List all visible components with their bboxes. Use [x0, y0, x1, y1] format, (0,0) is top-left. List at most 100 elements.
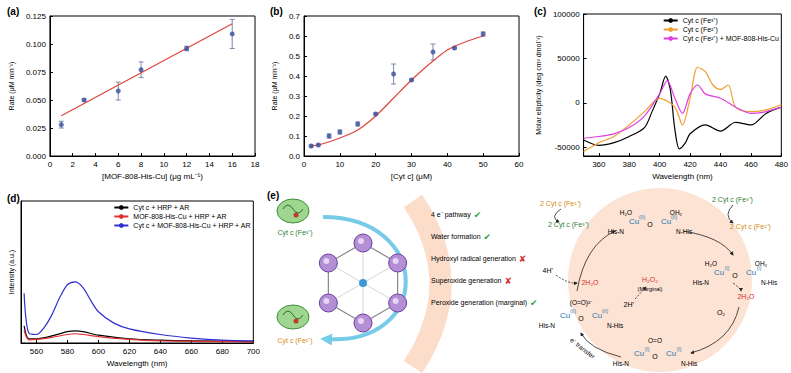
svg-text:20: 20	[371, 160, 380, 169]
svg-text:Cu: Cu	[666, 349, 676, 358]
svg-text:16: 16	[228, 160, 237, 169]
svg-text:700: 700	[247, 347, 261, 356]
svg-text:560: 560	[30, 347, 44, 356]
svg-text:Wavelength (nm): Wavelength (nm)	[107, 359, 168, 368]
svg-text:Wavelength (nm): Wavelength (nm)	[652, 172, 713, 181]
svg-text:460: 460	[744, 160, 758, 169]
svg-text:50: 50	[479, 160, 488, 169]
svg-text:12: 12	[182, 160, 191, 169]
svg-text:0: 0	[302, 160, 307, 169]
svg-text:0.100: 0.100	[26, 40, 47, 49]
svg-text:(I): (I)	[645, 346, 650, 352]
svg-text:2 Cyt c (Fe²⁺): 2 Cyt c (Fe²⁺)	[540, 200, 581, 208]
svg-text:✔: ✔	[484, 232, 492, 242]
svg-text:His-N: His-N	[613, 360, 630, 367]
svg-text:Cyt c (Fe²⁺): Cyt c (Fe²⁺)	[277, 337, 312, 345]
svg-text:Cu: Cu	[746, 268, 756, 277]
svg-text:0.000: 0.000	[26, 152, 47, 161]
svg-text:[Cyt c] (μM): [Cyt c] (μM)	[391, 172, 433, 181]
svg-text:[MOF-808-His-Cu] (μg mL⁻¹): [MOF-808-His-Cu] (μg mL⁻¹)	[102, 172, 203, 181]
svg-text:480: 480	[775, 160, 789, 169]
svg-text:680: 680	[216, 347, 230, 356]
svg-text:2: 2	[70, 160, 75, 169]
svg-text:✔: ✔	[474, 210, 482, 220]
svg-text:e⁻ transfer: e⁻ transfer	[569, 336, 597, 360]
svg-text:10: 10	[335, 160, 344, 169]
svg-text:O=O: O=O	[648, 337, 662, 344]
svg-text:Cu: Cu	[592, 311, 602, 320]
svg-text:8: 8	[139, 160, 144, 169]
svg-text:MOF-808-His-Cu + HRP + AR: MOF-808-His-Cu + HRP + AR	[133, 213, 226, 220]
svg-text:0.075: 0.075	[26, 68, 47, 77]
svg-text:0.7: 0.7	[289, 12, 301, 21]
svg-text:40: 40	[443, 160, 452, 169]
svg-text:H₂O: H₂O	[705, 260, 717, 267]
svg-text:Molar ellipticity (deg cm² dmo: Molar ellipticity (deg cm² dmol⁻¹)	[535, 35, 543, 134]
svg-text:440: 440	[714, 160, 728, 169]
svg-text:2H₂O: 2H₂O	[737, 293, 755, 300]
svg-text:0.2: 0.2	[289, 112, 301, 121]
svg-text:Cu: Cu	[629, 217, 639, 226]
svg-text:(Marginal): (Marginal)	[638, 286, 663, 292]
svg-text:Cu: Cu	[714, 268, 724, 277]
svg-text:O: O	[732, 272, 738, 279]
svg-text:100000: 100000	[553, 10, 580, 19]
svg-text:Cyt c (Fe²⁺): Cyt c (Fe²⁺)	[683, 26, 718, 34]
svg-text:620: 620	[123, 347, 137, 356]
svg-text:18: 18	[251, 160, 260, 169]
svg-text:0.025: 0.025	[26, 124, 47, 133]
svg-text:(O=O)²⁻: (O=O)²⁻	[570, 299, 592, 307]
svg-text:(a): (a)	[7, 6, 19, 17]
svg-text:✔: ✔	[530, 298, 538, 308]
svg-text:6: 6	[116, 160, 121, 169]
svg-text:0: 0	[48, 160, 53, 169]
svg-text:10: 10	[159, 160, 168, 169]
svg-text:(d): (d)	[7, 193, 20, 204]
svg-text:His-N: His-N	[539, 322, 556, 329]
svg-text:600: 600	[92, 347, 106, 356]
svg-text:OH₂: OH₂	[755, 260, 768, 267]
svg-text:✘: ✘	[504, 276, 512, 286]
svg-text:0.4: 0.4	[289, 72, 301, 81]
svg-text:N-His: N-His	[681, 360, 698, 367]
svg-text:2H⁺: 2H⁺	[624, 301, 636, 308]
svg-text:Cyt c (Fe²⁺) + MOF-808-His-Cu: Cyt c (Fe²⁺) + MOF-808-His-Cu	[683, 35, 779, 43]
svg-text:Intensity (a.u.): Intensity (a.u.)	[8, 250, 16, 294]
svg-text:Cyt c (Fe³⁺): Cyt c (Fe³⁺)	[277, 229, 312, 237]
svg-text:2 Cyt c (Fe³⁺): 2 Cyt c (Fe³⁺)	[712, 196, 753, 204]
svg-text:640: 640	[154, 347, 168, 356]
svg-text:2 Cyt c (Fe³⁺): 2 Cyt c (Fe³⁺)	[548, 221, 589, 229]
svg-text:Rate (μM min⁻¹): Rate (μM min⁻¹)	[8, 62, 16, 111]
svg-text:(II): (II)	[602, 308, 608, 314]
svg-text:4: 4	[93, 160, 98, 169]
svg-text:Superoxide generation: Superoxide generation	[431, 277, 502, 285]
svg-text:Cu: Cu	[661, 217, 671, 226]
svg-text:420: 420	[683, 160, 697, 169]
svg-text:H₂O: H₂O	[620, 209, 632, 216]
svg-text:0.0: 0.0	[289, 152, 301, 161]
svg-text:Cu: Cu	[560, 311, 570, 320]
svg-text:✘: ✘	[519, 254, 527, 264]
svg-text:O₂: O₂	[717, 309, 725, 316]
svg-text:Cyt c + MOF-808-His-Cu + HRP +: Cyt c + MOF-808-His-Cu + HRP + AR	[133, 222, 250, 230]
svg-text:Water formation: Water formation	[431, 233, 481, 240]
svg-text:His-N: His-N	[693, 279, 710, 286]
svg-text:(II): (II)	[639, 214, 645, 220]
svg-text:30: 30	[407, 160, 416, 169]
svg-text:(e): (e)	[267, 190, 279, 201]
svg-text:380: 380	[623, 160, 637, 169]
svg-text:Peroxide generation (marginal): Peroxide generation (marginal)	[431, 299, 527, 307]
svg-text:(II): (II)	[570, 308, 576, 314]
svg-text:0.1: 0.1	[289, 132, 301, 141]
svg-text:O: O	[652, 353, 658, 360]
svg-text:2H₂O: 2H₂O	[581, 279, 599, 286]
svg-text:14: 14	[205, 160, 214, 169]
svg-text:660: 660	[185, 347, 199, 356]
svg-text:Cyt c (Fe³⁺): Cyt c (Fe³⁺)	[683, 17, 718, 25]
svg-text:50000: 50000	[557, 54, 580, 63]
svg-text:(c): (c)	[534, 6, 546, 17]
svg-text:-50000: -50000	[555, 143, 580, 152]
svg-text:360: 360	[592, 160, 606, 169]
svg-text:400: 400	[653, 160, 667, 169]
svg-text:4H⁺: 4H⁺	[543, 267, 555, 274]
